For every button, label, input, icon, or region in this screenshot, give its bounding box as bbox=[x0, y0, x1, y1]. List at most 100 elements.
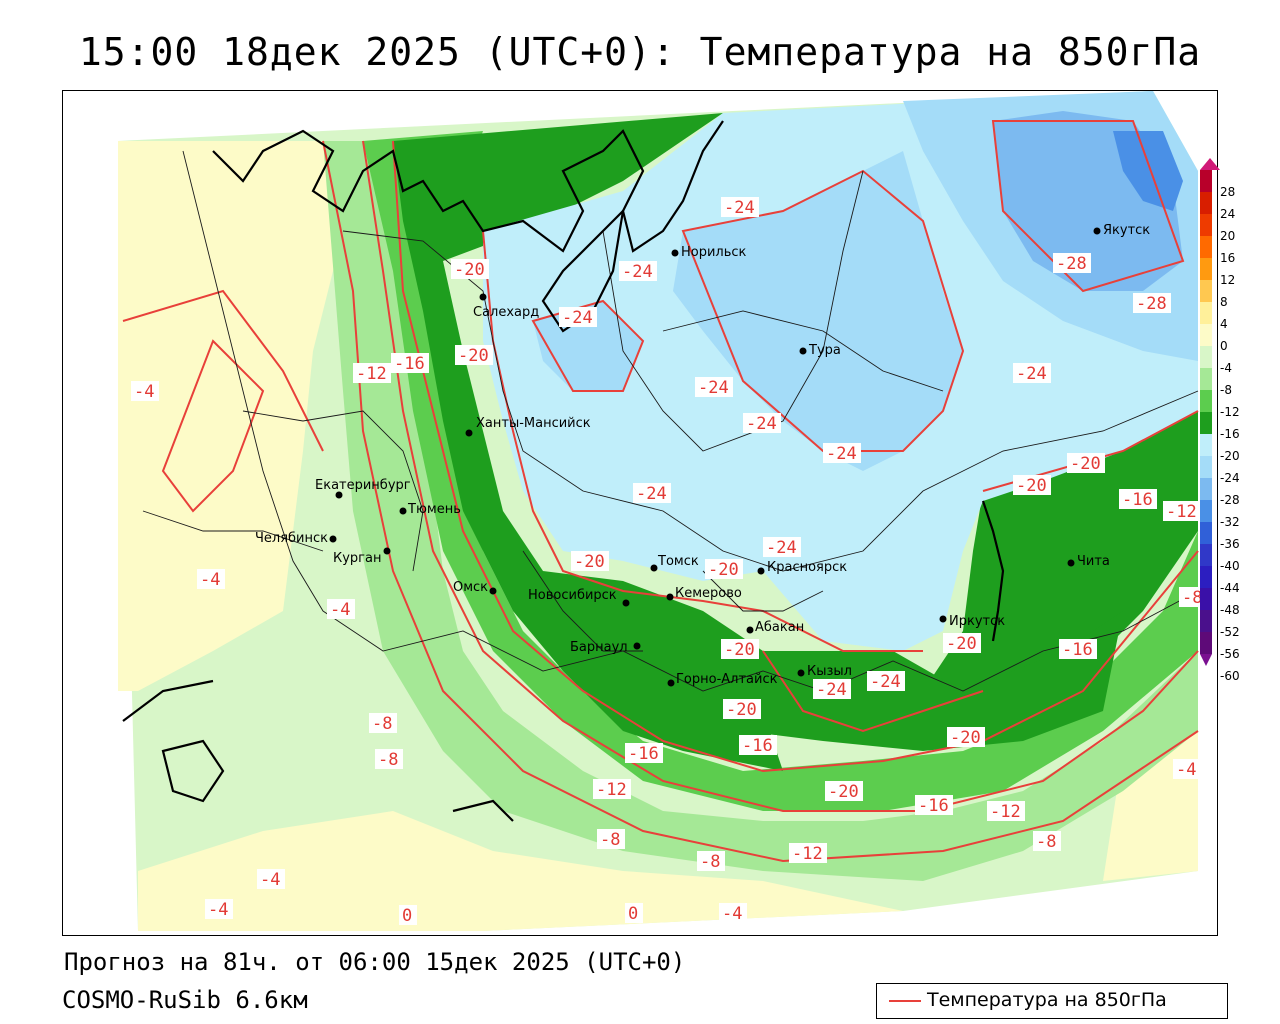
scale-tick-label: 12 bbox=[1220, 273, 1235, 287]
svg-text:-24: -24 bbox=[766, 538, 797, 558]
scale-tick-label: -4 bbox=[1220, 361, 1232, 375]
city-marker: Томск bbox=[651, 554, 699, 572]
scale-swatch bbox=[1200, 588, 1212, 610]
isotherm-label: -8 bbox=[597, 829, 625, 850]
svg-text:-20: -20 bbox=[454, 260, 485, 280]
isotherm-label: -16 bbox=[391, 353, 429, 374]
temperature-map: Якутск Норильск Салехард Тура Ханты-Манс… bbox=[62, 90, 1218, 936]
scale-swatch bbox=[1200, 632, 1212, 654]
city-marker: Якутск bbox=[1094, 223, 1151, 238]
city-label: Якутск bbox=[1103, 223, 1150, 238]
svg-text:-28: -28 bbox=[1136, 294, 1167, 314]
scale-tick-label: -60 bbox=[1220, 669, 1240, 683]
svg-text:-4: -4 bbox=[134, 382, 154, 402]
isotherm-label: -24 bbox=[721, 197, 759, 218]
isotherm-label: -4 bbox=[719, 903, 747, 924]
svg-text:-4: -4 bbox=[260, 870, 280, 890]
scale-tick-label: -48 bbox=[1220, 603, 1240, 617]
city-label: Тюмень bbox=[407, 502, 461, 517]
scale-tick-label: -12 bbox=[1220, 405, 1240, 419]
scale-tick-label: -52 bbox=[1220, 625, 1240, 639]
svg-text:-24: -24 bbox=[724, 198, 755, 218]
isotherm-label: -20 bbox=[705, 559, 743, 580]
isotherm-label: -16 bbox=[739, 735, 777, 756]
scale-tick-label: -24 bbox=[1220, 471, 1240, 485]
scale-swatch bbox=[1200, 478, 1212, 500]
city-label: Тура bbox=[808, 343, 841, 358]
svg-text:-20: -20 bbox=[726, 700, 757, 720]
city-marker: Норильск bbox=[672, 245, 747, 260]
scale-swatch bbox=[1200, 456, 1212, 478]
city-label: Барнаул bbox=[570, 640, 628, 655]
svg-text:-24: -24 bbox=[1016, 364, 1047, 384]
city-label: Салехард bbox=[473, 305, 539, 320]
svg-text:-24: -24 bbox=[698, 378, 729, 398]
scale-tick-label: -32 bbox=[1220, 515, 1240, 529]
isotherm-label: -12 bbox=[353, 363, 391, 384]
svg-text:-4: -4 bbox=[722, 904, 742, 924]
isotherm-label: -20 bbox=[1013, 475, 1051, 496]
svg-text:-12: -12 bbox=[596, 780, 627, 800]
svg-text:-8: -8 bbox=[378, 750, 398, 770]
isotherm-label: -20 bbox=[455, 345, 493, 366]
isotherm-label: -20 bbox=[825, 781, 863, 802]
isotherm-label: -12 bbox=[789, 843, 827, 864]
isotherm-label: -20 bbox=[571, 551, 609, 572]
city-label: Чита bbox=[1077, 554, 1110, 569]
svg-text:0: 0 bbox=[402, 906, 412, 926]
isotherm-label: -4 bbox=[327, 599, 355, 620]
isotherm-label: -24 bbox=[763, 537, 801, 558]
svg-text:-20: -20 bbox=[1016, 476, 1047, 496]
svg-text:-24: -24 bbox=[746, 414, 777, 434]
city-marker: Тюмень bbox=[400, 502, 461, 517]
city-label: Кемерово bbox=[675, 586, 742, 601]
scale-tick-label: 28 bbox=[1220, 185, 1235, 199]
svg-text:-8: -8 bbox=[1036, 832, 1056, 852]
city-marker: Кемерово bbox=[667, 586, 742, 601]
color-scale: 28 24 20 16 12 8 4 0 -4 -8 -12 -16 -20 -24 -28 -32 -36 -4… bbox=[1200, 158, 1220, 672]
scale-swatch bbox=[1200, 610, 1212, 632]
svg-text:-16: -16 bbox=[394, 354, 425, 374]
isotherm-label: -24 bbox=[619, 261, 657, 282]
svg-text:-4: -4 bbox=[330, 600, 350, 620]
color-scale-bar bbox=[1200, 158, 1220, 668]
isotherm-label: -16 bbox=[915, 795, 953, 816]
scale-swatch bbox=[1200, 302, 1212, 324]
svg-text:-24: -24 bbox=[636, 484, 667, 504]
isotherm-label: -16 bbox=[1059, 639, 1097, 660]
city-label: Кызыл bbox=[807, 664, 852, 679]
svg-text:-16: -16 bbox=[918, 796, 949, 816]
isotherm-label: 0 bbox=[399, 905, 417, 926]
city-marker: Иркутск bbox=[940, 614, 1006, 629]
isotherm-label: -4 bbox=[1173, 759, 1201, 780]
legend-line-swatch bbox=[889, 1000, 921, 1002]
scale-tick-label: 16 bbox=[1220, 251, 1235, 265]
isotherm-label: -12 bbox=[987, 801, 1025, 822]
map-title: 15:00 18дек 2025 (UTC+0): Температура на… bbox=[0, 30, 1280, 74]
city-label: Горно-Алтайск bbox=[676, 672, 778, 687]
isotherm-label: -24 bbox=[1013, 363, 1051, 384]
scale-swatch bbox=[1200, 544, 1212, 566]
isotherm-label: -16 bbox=[1119, 489, 1157, 510]
isotherm-label: -8 bbox=[369, 713, 397, 734]
scale-swatch bbox=[1200, 566, 1212, 588]
isotherm-label: -24 bbox=[633, 483, 671, 504]
svg-text:-12: -12 bbox=[990, 802, 1021, 822]
scale-swatch bbox=[1200, 434, 1212, 456]
scale-swatch bbox=[1200, 258, 1212, 280]
city-marker: Абакан bbox=[747, 620, 805, 635]
city-label: Ханты-Мансийск bbox=[476, 416, 591, 431]
city-marker: Челябинск bbox=[255, 531, 337, 546]
svg-text:-8: -8 bbox=[372, 714, 392, 734]
svg-text:-20: -20 bbox=[724, 640, 755, 660]
isotherm-label: -4 bbox=[131, 381, 159, 402]
scale-tick-label: 8 bbox=[1220, 295, 1228, 309]
city-marker: Красноярск bbox=[758, 560, 848, 575]
isotherm-label: -20 bbox=[943, 633, 981, 654]
city-label: Челябинск bbox=[255, 531, 328, 546]
svg-text:-8: -8 bbox=[600, 830, 620, 850]
scale-tick-label: -40 bbox=[1220, 559, 1240, 573]
isotherm-label: -20 bbox=[1067, 453, 1105, 474]
svg-text:-24: -24 bbox=[870, 672, 901, 692]
svg-text:-16: -16 bbox=[628, 744, 659, 764]
